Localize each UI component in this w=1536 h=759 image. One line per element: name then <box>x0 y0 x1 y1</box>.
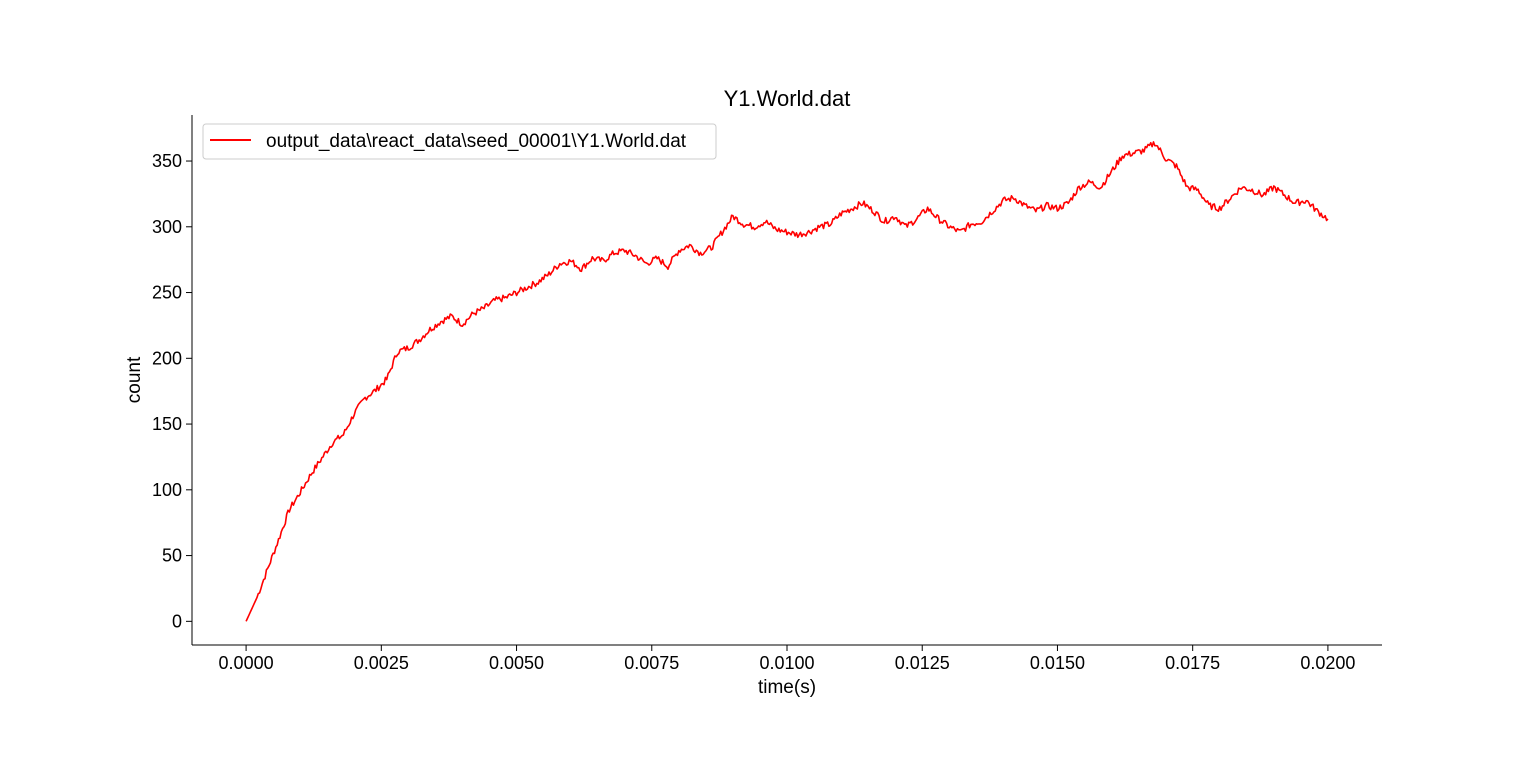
x-tick-label: 0.0150 <box>1030 653 1085 673</box>
y-tick-label: 300 <box>152 217 182 237</box>
x-axis-label: time(s) <box>758 677 816 698</box>
x-tick-label: 0.0000 <box>219 653 274 673</box>
x-tick-label: 0.0025 <box>354 653 409 673</box>
x-tick-label: 0.0125 <box>895 653 950 673</box>
legend-box <box>202 123 717 160</box>
y-tick-label: 50 <box>162 546 182 566</box>
y-tick-label: 150 <box>152 414 182 434</box>
x-tick-label: 0.0050 <box>489 653 544 673</box>
series-line <box>245 141 1329 622</box>
x-tick-label: 0.0100 <box>759 653 814 673</box>
x-tick-label: 0.0175 <box>1165 653 1220 673</box>
x-tick-label: 0.0200 <box>1300 653 1355 673</box>
series-group <box>245 141 1329 622</box>
x-ticks: 0.0000 0.0025 0.0050 0.0075 0.0100 0.0125 0.01… <box>219 645 1355 673</box>
y-tick-label: 250 <box>152 283 182 303</box>
y-tick-label: 350 <box>152 151 182 171</box>
legend-label: output_data\react_data\seed_00001\Y1.Wor… <box>266 131 687 152</box>
legend: output_data\react_data\seed_00001\Y1.Wor… <box>202 123 717 160</box>
y-tick-label: 0 <box>172 611 182 631</box>
y-axis-label: count <box>124 356 145 403</box>
plot-area: 0.0000 0.0025 0.0050 0.0075 0.0100 0.0125 0.01… <box>152 115 1382 673</box>
y-tick-label: 200 <box>152 348 182 368</box>
x-tick-label: 0.0075 <box>624 653 679 673</box>
y-tick-label: 100 <box>152 480 182 500</box>
chart-title: Y1.World.dat <box>724 86 851 111</box>
y-ticks: 0 50 100 150 200 250 300 350 <box>152 151 192 631</box>
